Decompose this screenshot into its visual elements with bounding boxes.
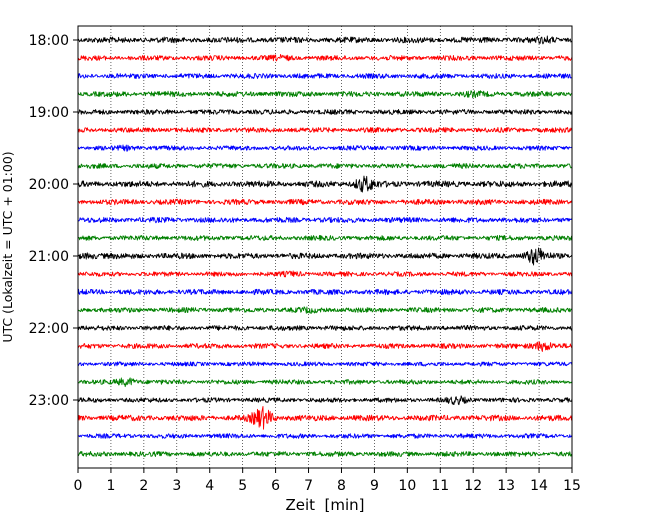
x-tick-label: 9 xyxy=(370,478,379,494)
trace-2130 xyxy=(77,288,573,296)
trace-2015 xyxy=(77,198,573,206)
trace-2115 xyxy=(77,270,573,278)
trace-2300 xyxy=(77,395,573,406)
x-tick-label: 3 xyxy=(172,478,181,494)
trace-2145 xyxy=(77,306,573,314)
x-tick-label: 0 xyxy=(74,478,83,494)
x-tick-label: 7 xyxy=(304,478,313,494)
trace-1900 xyxy=(77,109,573,116)
x-tick-label: 11 xyxy=(431,478,449,494)
x-tick-label: 15 xyxy=(563,478,581,494)
y-tick-label: 23:00 xyxy=(29,393,69,409)
trace-1915 xyxy=(77,126,573,133)
x-axis-ticks: 0 1 2 3 4 5 6 7 8 9 10 11 12 13 14 15 xyxy=(74,468,581,494)
x-tick-label: 1 xyxy=(106,478,115,494)
x-tick-label: 5 xyxy=(238,478,247,494)
x-tick-label: 8 xyxy=(337,478,346,494)
x-tick-label: 13 xyxy=(497,478,515,494)
y-tick-label: 20:00 xyxy=(29,177,69,193)
x-tick-label: 6 xyxy=(271,478,280,494)
trace-2230 xyxy=(77,361,573,367)
trace-2315 xyxy=(77,406,573,430)
trace-2030 xyxy=(77,216,573,224)
x-tick-label: 4 xyxy=(205,478,214,494)
y-tick-label: 18:00 xyxy=(29,33,69,49)
x-tick-label: 14 xyxy=(530,478,548,494)
trace-2100 xyxy=(77,247,573,266)
trace-1945 xyxy=(77,163,573,169)
seismogram-traces xyxy=(77,35,573,457)
trace-2045 xyxy=(77,234,573,242)
y-tick-label: 22:00 xyxy=(29,321,69,337)
x-axis-label: Zeit [min] xyxy=(285,496,364,514)
trace-2215 xyxy=(77,341,573,352)
y-tick-label: 21:00 xyxy=(29,249,69,265)
x-tick-label: 12 xyxy=(464,478,482,494)
trace-2330 xyxy=(77,433,573,439)
y-tick-label: 19:00 xyxy=(29,105,69,121)
trace-2000 xyxy=(77,175,573,193)
trace-1845 xyxy=(77,90,573,99)
y-axis-label: UTC (Lokalzeit = UTC + 01:00) xyxy=(0,151,15,342)
trace-2200 xyxy=(77,324,573,331)
trace-1800 xyxy=(77,35,573,45)
x-tick-label: 10 xyxy=(398,478,416,494)
trace-1930 xyxy=(77,144,573,152)
trace-2345 xyxy=(77,450,573,457)
x-tick-label: 2 xyxy=(139,478,148,494)
trace-1815 xyxy=(77,54,573,62)
trace-2245 xyxy=(77,377,573,388)
trace-1830 xyxy=(77,72,573,79)
plot-frame xyxy=(77,25,573,469)
y-axis-ticks: 18:00 19:00 20:00 21:00 22:00 23:00 xyxy=(29,33,78,409)
